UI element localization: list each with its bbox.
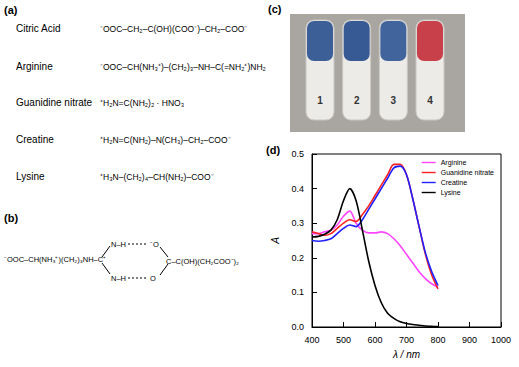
svg-text:500: 500 xyxy=(336,335,351,345)
svg-text:0.4: 0.4 xyxy=(291,184,304,194)
svg-text:⁺H₂N=C(NH₂)₂ · HNO₃: ⁺H₂N=C(NH₂)₂ · HNO₃ xyxy=(100,98,184,108)
svg-text:Lysine: Lysine xyxy=(16,171,45,182)
svg-text:⁻O: ⁻O xyxy=(150,240,159,249)
svg-text:Creatine: Creatine xyxy=(441,179,468,186)
svg-text:N–H: N–H xyxy=(111,274,126,283)
svg-text:⁺H₂N=C(NH₂)–N(CH₃)–CH₂–COO⁻: ⁺H₂N=C(NH₂)–N(CH₃)–CH₂–COO⁻ xyxy=(100,135,231,145)
svg-text:0.3: 0.3 xyxy=(291,218,304,228)
svg-text:Creatine: Creatine xyxy=(16,134,54,145)
svg-text:1: 1 xyxy=(317,95,323,106)
svg-text:(c): (c) xyxy=(268,3,282,15)
svg-text:800: 800 xyxy=(430,335,445,345)
svg-text:Guanidine nitrate: Guanidine nitrate xyxy=(441,169,494,176)
svg-text:Citric Acid: Citric Acid xyxy=(16,23,60,34)
svg-text:0.1: 0.1 xyxy=(291,287,304,297)
svg-text:⁻OOC–CH₂–C(OH)(COO⁻)–CH₂–COO⁻: ⁻OOC–CH₂–C(OH)(COO⁻)–CH₂–COO⁻ xyxy=(100,24,247,34)
svg-text:600: 600 xyxy=(367,335,382,345)
svg-text:O: O xyxy=(150,274,156,283)
svg-text:C–C(OH)(CH₂COO⁻)₂: C–C(OH)(CH₂COO⁻)₂ xyxy=(166,257,239,266)
svg-text:N–H: N–H xyxy=(111,240,126,249)
svg-text:(d): (d) xyxy=(266,144,280,156)
svg-text:0.0: 0.0 xyxy=(291,322,304,332)
svg-text:Arginine: Arginine xyxy=(16,61,53,72)
svg-text:⁻OOC–CH(NH₃⁺)–(CH₂)₃–NH–C(=NH₂: ⁻OOC–CH(NH₃⁺)–(CH₂)₃–NH–C(=NH₂⁺)NH₂ xyxy=(100,62,266,72)
svg-text:A: A xyxy=(270,237,281,245)
svg-text:900: 900 xyxy=(462,335,477,345)
svg-text:1000: 1000 xyxy=(491,335,511,345)
svg-text:400: 400 xyxy=(304,335,319,345)
svg-text:Arginine: Arginine xyxy=(441,159,467,167)
svg-text:0.2: 0.2 xyxy=(291,253,304,263)
svg-text:2: 2 xyxy=(354,95,360,106)
svg-text:Lysine: Lysine xyxy=(441,189,461,197)
svg-text:(a): (a) xyxy=(4,4,18,16)
svg-text:⁻OOC–CH(NH₃⁺)(CH₂)₃NH–C⁺: ⁻OOC–CH(NH₃⁺)(CH₂)₃NH–C⁺ xyxy=(4,255,106,264)
svg-text:4: 4 xyxy=(427,95,433,106)
svg-text:(b): (b) xyxy=(4,212,18,224)
svg-text:3: 3 xyxy=(391,95,397,106)
svg-text:⁺H₃N–(CH₂)₄–CH(NH₂)–COO⁻: ⁺H₃N–(CH₂)₄–CH(NH₂)–COO⁻ xyxy=(100,172,214,182)
svg-text:Guanidine nitrate: Guanidine nitrate xyxy=(16,97,93,108)
svg-text:λ / nm: λ / nm xyxy=(392,349,420,360)
svg-text:700: 700 xyxy=(399,335,414,345)
svg-text:0.5: 0.5 xyxy=(291,149,304,159)
